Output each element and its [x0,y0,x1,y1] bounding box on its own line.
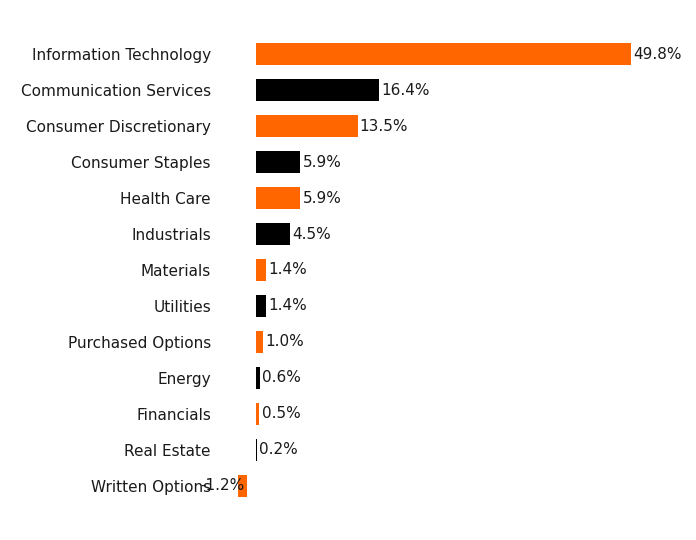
Bar [255,116,358,137]
Bar [255,331,263,353]
Text: 4.5%: 4.5% [292,227,331,241]
Bar [237,475,246,496]
Text: 1.4%: 1.4% [269,262,307,278]
Text: -1.2%: -1.2% [200,478,244,493]
Text: 13.5%: 13.5% [360,119,409,134]
Bar [255,259,266,281]
Text: 16.4%: 16.4% [381,83,430,98]
Bar [255,223,290,245]
Bar [255,403,260,424]
Text: 1.4%: 1.4% [269,299,307,313]
Bar [255,295,266,317]
Text: 0.5%: 0.5% [262,406,301,421]
Bar [255,187,300,209]
Text: 49.8%: 49.8% [634,47,682,62]
Bar [255,367,260,389]
Text: 0.2%: 0.2% [260,442,298,457]
Bar [255,44,631,65]
Text: 5.9%: 5.9% [303,191,341,206]
Bar [255,439,257,461]
Text: 1.0%: 1.0% [265,334,304,349]
Text: 0.6%: 0.6% [262,370,301,386]
Bar [255,151,300,173]
Bar [255,79,379,101]
Text: 5.9%: 5.9% [303,154,341,170]
